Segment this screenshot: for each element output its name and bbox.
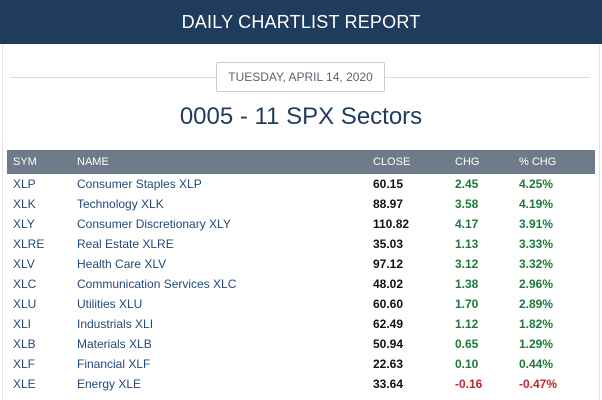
close-value: 97.12: [373, 257, 404, 271]
name-link[interactable]: Communication Services XLC: [77, 277, 237, 291]
pct-chg-value: 0.44%: [519, 357, 554, 371]
report-header-bar: DAILY CHARTLIST REPORT: [0, 0, 602, 44]
column-header-chg: CHG: [455, 156, 480, 168]
name-link[interactable]: Financial XLF: [77, 357, 151, 371]
date-divider-right: [385, 77, 590, 78]
close-value: 60.15: [373, 177, 404, 191]
chg-value: 3.12: [455, 257, 479, 271]
page-title: 0005 - 11 SPX Sectors: [179, 103, 423, 130]
close-value: 88.97: [373, 197, 404, 211]
table-row: XLY Consumer Discretionary XLY 110.82 4.17 3…: [7, 214, 595, 234]
report-date: TUESDAY, APRIL 14, 2020: [216, 62, 385, 92]
chg-value: 3.58: [455, 197, 479, 211]
pct-chg-value: 1.29%: [519, 337, 554, 351]
chg-value: -0.16: [455, 377, 483, 391]
name-link[interactable]: Consumer Discretionary XLY: [77, 217, 231, 231]
sym-link[interactable]: XLF: [13, 357, 36, 371]
name-link[interactable]: Technology XLK: [77, 197, 164, 211]
close-value: 62.49: [373, 317, 404, 331]
name-link[interactable]: Materials XLB: [77, 337, 152, 351]
report-date-section: TUESDAY, APRIL 14, 2020: [0, 62, 602, 92]
chg-value: 4.17: [455, 217, 479, 231]
close-value: 60.60: [373, 297, 404, 311]
date-divider-left: [10, 77, 216, 78]
column-header-pct-chg: % CHG: [519, 156, 557, 168]
pct-chg-value: 3.32%: [519, 257, 554, 271]
table-row: XLC Communication Services XLC 48.02 1.38 2.…: [7, 274, 595, 294]
report-frame: [2, 44, 600, 400]
sym-link[interactable]: XLI: [13, 317, 32, 331]
pct-chg-value: 2.96%: [519, 277, 554, 291]
close-value: 35.03: [373, 237, 404, 251]
table-row: XLRE Real Estate XLRE 35.03 1.13 3.33%: [7, 234, 595, 254]
chg-value: 1.12: [455, 317, 479, 331]
close-value: 110.82: [373, 217, 410, 231]
name-link[interactable]: Real Estate XLRE: [77, 237, 174, 251]
sym-link[interactable]: XLY: [13, 217, 35, 231]
column-header-close: CLOSE: [373, 156, 411, 168]
table-row: XLI Industrials XLI 62.49 1.12 1.82%: [7, 314, 595, 334]
sym-link[interactable]: XLB: [13, 337, 36, 351]
chg-value: 1.38: [455, 277, 479, 291]
name-link[interactable]: Consumer Staples XLP: [77, 177, 202, 191]
pct-chg-value: 3.91%: [519, 217, 554, 231]
sym-link[interactable]: XLC: [13, 277, 37, 291]
sym-link[interactable]: XLV: [13, 257, 35, 271]
name-link[interactable]: Health Care XLV: [77, 257, 167, 271]
table-row: XLF Financial XLF 22.63 0.10 0.44%: [7, 354, 595, 374]
table-row: XLP Consumer Staples XLP 60.15 2.45 4.25%: [7, 174, 595, 194]
column-header-name: NAME: [77, 156, 109, 168]
table-header-row: SYM NAME CLOSE CHG % CHG: [7, 150, 595, 174]
pct-chg-value: 3.33%: [519, 237, 554, 251]
chg-value: 1.70: [455, 297, 479, 311]
table-body: XLP Consumer Staples XLP 60.15 2.45 4.25% XLK…: [7, 174, 595, 394]
chg-value: 1.13: [455, 237, 479, 251]
chg-value: 2.45: [455, 177, 479, 191]
table-row: XLV Health Care XLV 97.12 3.12 3.32%: [7, 254, 595, 274]
table-row: XLE Energy XLE 33.64 -0.16 -0.47%: [7, 374, 595, 394]
chg-value: 0.10: [455, 357, 479, 371]
name-link[interactable]: Energy XLE: [77, 377, 142, 391]
sym-link[interactable]: XLK: [13, 197, 36, 211]
name-link[interactable]: Utilities XLU: [77, 297, 143, 311]
table-row: XLU Utilities XLU 60.60 1.70 2.89%: [7, 294, 595, 314]
report-header-title: DAILY CHARTLIST REPORT: [181, 11, 421, 32]
close-value: 50.94: [373, 337, 404, 351]
close-value: 48.02: [373, 277, 404, 291]
table-row: XLB Materials XLB 50.94 0.65 1.29%: [7, 334, 595, 354]
pct-chg-value: 4.19%: [519, 197, 554, 211]
sym-link[interactable]: XLE: [13, 377, 36, 391]
name-link[interactable]: Industrials XLI: [77, 317, 154, 331]
close-value: 22.63: [373, 357, 404, 371]
close-value: 33.64: [373, 377, 404, 391]
column-header-sym: SYM: [13, 156, 37, 168]
sym-link[interactable]: XLU: [13, 297, 37, 311]
chg-value: 0.65: [455, 337, 479, 351]
pct-chg-value: 1.82%: [519, 317, 554, 331]
sym-link[interactable]: XLRE: [13, 237, 45, 251]
sym-link[interactable]: XLP: [13, 177, 36, 191]
pct-chg-value: -0.47%: [519, 377, 558, 391]
sector-table: SYM NAME CLOSE CHG % CHG XLP Consumer Sta…: [7, 150, 595, 394]
pct-chg-value: 4.25%: [519, 177, 554, 191]
table-row: XLK Technology XLK 88.97 3.58 4.19%: [7, 194, 595, 214]
pct-chg-value: 2.89%: [519, 297, 554, 311]
